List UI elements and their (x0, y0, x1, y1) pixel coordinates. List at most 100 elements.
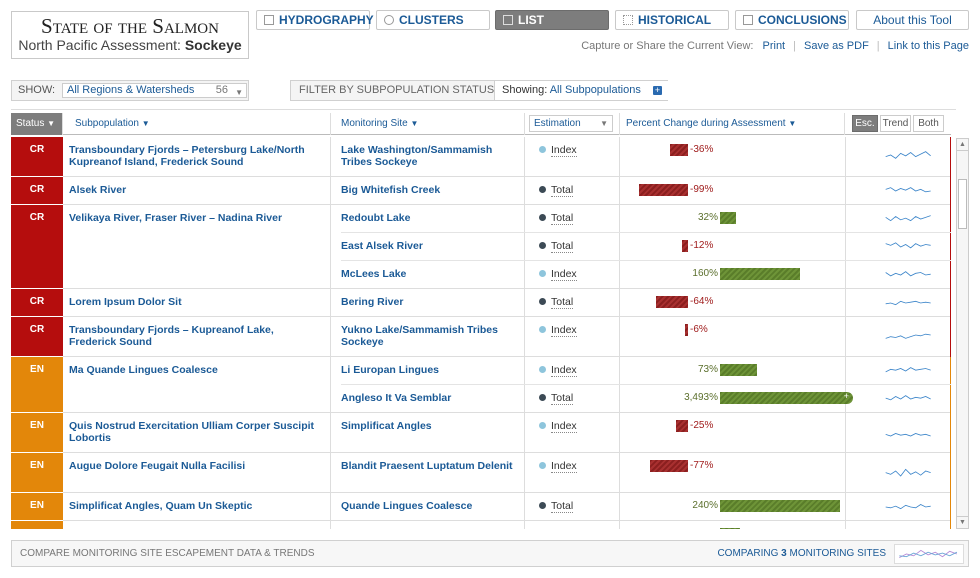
compare-count[interactable]: COMPARING 3 MONITORING SITES (717, 548, 886, 559)
trend-sparkline[interactable] (877, 293, 941, 313)
estimation-select[interactable]: Estimation ▼ (529, 115, 613, 132)
table-scrollbar[interactable]: ▲ ▼ (956, 138, 969, 529)
trend-sparkline[interactable] (877, 421, 941, 441)
monitoring-site-link[interactable]: Quande Lingues Coalesce (341, 500, 473, 512)
percent-change-value: 160% (692, 268, 718, 279)
trend-sparkline[interactable] (877, 525, 941, 529)
estimation-label[interactable]: Index (551, 460, 577, 473)
estimation-label[interactable]: Total (551, 240, 574, 253)
tab-historical[interactable]: HISTORICAL (615, 10, 729, 30)
column-divider (330, 493, 331, 521)
subpopulation-link[interactable]: Velikaya River, Fraser River – Nadina Ri… (69, 212, 283, 224)
monitoring-site-link[interactable]: Big Whitefish Creek (341, 184, 441, 196)
chevron-down-icon: ▼ (600, 119, 608, 128)
trend-sparkline[interactable] (877, 461, 941, 481)
subpopulation-link[interactable]: Augue Dolore Feugait Nulla Facilisi (69, 460, 246, 472)
estimation-label[interactable]: Index (551, 324, 577, 337)
tab-conclusions[interactable]: CONCLUSIONS (735, 10, 849, 30)
trend-sparkline[interactable] (877, 265, 941, 285)
trend-sparkline[interactable] (877, 237, 941, 257)
estimation-label[interactable]: Total (551, 212, 574, 225)
estimation-label[interactable]: Total (551, 296, 574, 309)
monitoring-site-link[interactable]: Redoubt Lake (341, 212, 411, 224)
column-site-label: Monitoring Site (341, 118, 408, 129)
scroll-up-icon[interactable]: ▲ (957, 139, 968, 151)
subpopulation-link[interactable]: Lorem Ipsum Dolor Sit (69, 296, 182, 308)
toggle-escapement[interactable]: Esc. (852, 115, 878, 132)
column-divider (524, 289, 525, 317)
status-indicator (950, 317, 951, 357)
column-divider (330, 205, 331, 289)
toggle-both[interactable]: Both (913, 115, 944, 132)
subpopulation-link[interactable]: Alsek River (69, 184, 127, 196)
tab-list[interactable]: LIST (495, 10, 609, 30)
trend-sparkline[interactable] (877, 361, 941, 381)
column-divider (524, 177, 525, 205)
status-filter-label: FILTER BY SUBPOPULATION STATUS (299, 84, 495, 96)
trend-sparkline[interactable] (877, 497, 941, 517)
scroll-thumb[interactable] (958, 179, 967, 229)
region-select[interactable]: All Regions & Watersheds 56 ▼ (62, 83, 247, 98)
scroll-down-icon[interactable]: ▼ (957, 516, 968, 528)
estimation-label[interactable]: Total (551, 392, 574, 405)
about-button[interactable]: About this Tool (856, 10, 969, 30)
share-bar: Capture or Share the Current View: Print… (581, 40, 969, 52)
monitoring-site-link[interactable]: Simplificat Angles (341, 420, 432, 432)
save-pdf-link[interactable]: Save as PDF (803, 40, 869, 52)
trend-sparkline[interactable] (877, 325, 941, 345)
app-logo[interactable]: State of the Salmon North Pacific Assess… (11, 11, 249, 59)
share-label: Capture or Share the Current View: (581, 40, 754, 52)
toggle-trend[interactable]: Trend (880, 115, 911, 132)
estimation-label[interactable]: Index (551, 364, 577, 377)
estimation-label[interactable]: Total (551, 184, 574, 197)
plus-icon[interactable]: + (653, 85, 662, 95)
status-indicator (950, 357, 951, 413)
column-divider (330, 521, 331, 529)
estimation-label[interactable]: Index (551, 144, 577, 157)
column-subpopulation[interactable]: Subpopulation ▼ (69, 113, 331, 135)
percent-change-value: -25% (690, 420, 714, 431)
column-estimation[interactable]: Estimation ▼ (525, 113, 620, 135)
subpopulation-link[interactable]: Quis Nostrud Exercitation Ulliam Corper … (69, 420, 315, 444)
column-percent-change[interactable]: Percent Change during Assessment ▼ (620, 113, 845, 135)
compare-bar[interactable]: COMPARE MONITORING SITE ESCAPEMENT DATA … (11, 540, 969, 567)
trend-sparkline[interactable] (877, 145, 941, 165)
page-link[interactable]: Link to this Page (887, 40, 969, 52)
subpopulation-link[interactable]: Transboundary Fjords – Kupreanof Lake, F… (69, 324, 274, 348)
estimation-value: Total (539, 212, 574, 225)
table-row: CR Lorem Ipsum Dolor Sit Bering River Total… (11, 289, 951, 317)
column-site[interactable]: Monitoring Site ▼ (335, 113, 525, 135)
subpopulation-link[interactable]: Ma Quande Lingues Coalesce (69, 364, 218, 376)
monitoring-site-link[interactable]: East Alsek River (341, 240, 423, 252)
monitoring-site-link[interactable]: McLees Lake (341, 268, 407, 280)
compare-chart-icon[interactable] (894, 544, 964, 564)
print-link[interactable]: Print (762, 40, 786, 52)
region-select-value: All Regions & Watersheds (67, 84, 195, 96)
column-divider (845, 205, 846, 289)
trend-sparkline[interactable] (877, 181, 941, 201)
trend-sparkline[interactable] (877, 209, 941, 229)
column-divider (619, 521, 620, 529)
subpopulation-link[interactable]: Simplificat Angles, Quam Un Skeptic (69, 500, 253, 512)
estimation-label[interactable]: Index (551, 420, 577, 433)
site-row: Redoubt Lake Total 32% (341, 205, 951, 233)
subpopulation-link[interactable]: Transboundary Fjords – Petersburg Lake/N… (69, 144, 305, 168)
estimation-label[interactable]: Total (551, 500, 574, 513)
tab-hydrography[interactable]: HYDROGRAPHY (256, 10, 374, 30)
table-row: EN Augue Dolore Feugait Nulla Facilisi Bl… (11, 453, 951, 493)
estimation-label[interactable]: Index (551, 268, 577, 281)
monitoring-site-link[interactable]: Blandit Praesent Luptatum Delenit (341, 460, 513, 472)
monitoring-site-link[interactable]: Yukno Lake/Sammamish Tribes Sockeye (341, 324, 498, 348)
column-status[interactable]: Status ▼ (11, 113, 63, 135)
trend-sparkline[interactable] (877, 389, 941, 409)
tab-clusters[interactable]: CLUSTERS (376, 10, 490, 30)
column-divider (619, 137, 620, 177)
status-filter-select[interactable]: Showing: All Subpopulations + (494, 81, 668, 100)
monitoring-site-link[interactable]: Li Europan Lingues (341, 364, 440, 376)
monitoring-site-link[interactable]: Bering River (341, 296, 404, 308)
column-status-label: Status (16, 118, 45, 129)
percent-change-bar (656, 296, 688, 308)
monitoring-site-link[interactable]: Lake Washington/Sammamish Tribes Sockeye (341, 144, 493, 168)
monitoring-site-link[interactable]: Angleso It Va Semblar (341, 392, 452, 404)
table-row: EN Ma Quande Lingues Coalesce Li Europan L… (11, 357, 951, 413)
